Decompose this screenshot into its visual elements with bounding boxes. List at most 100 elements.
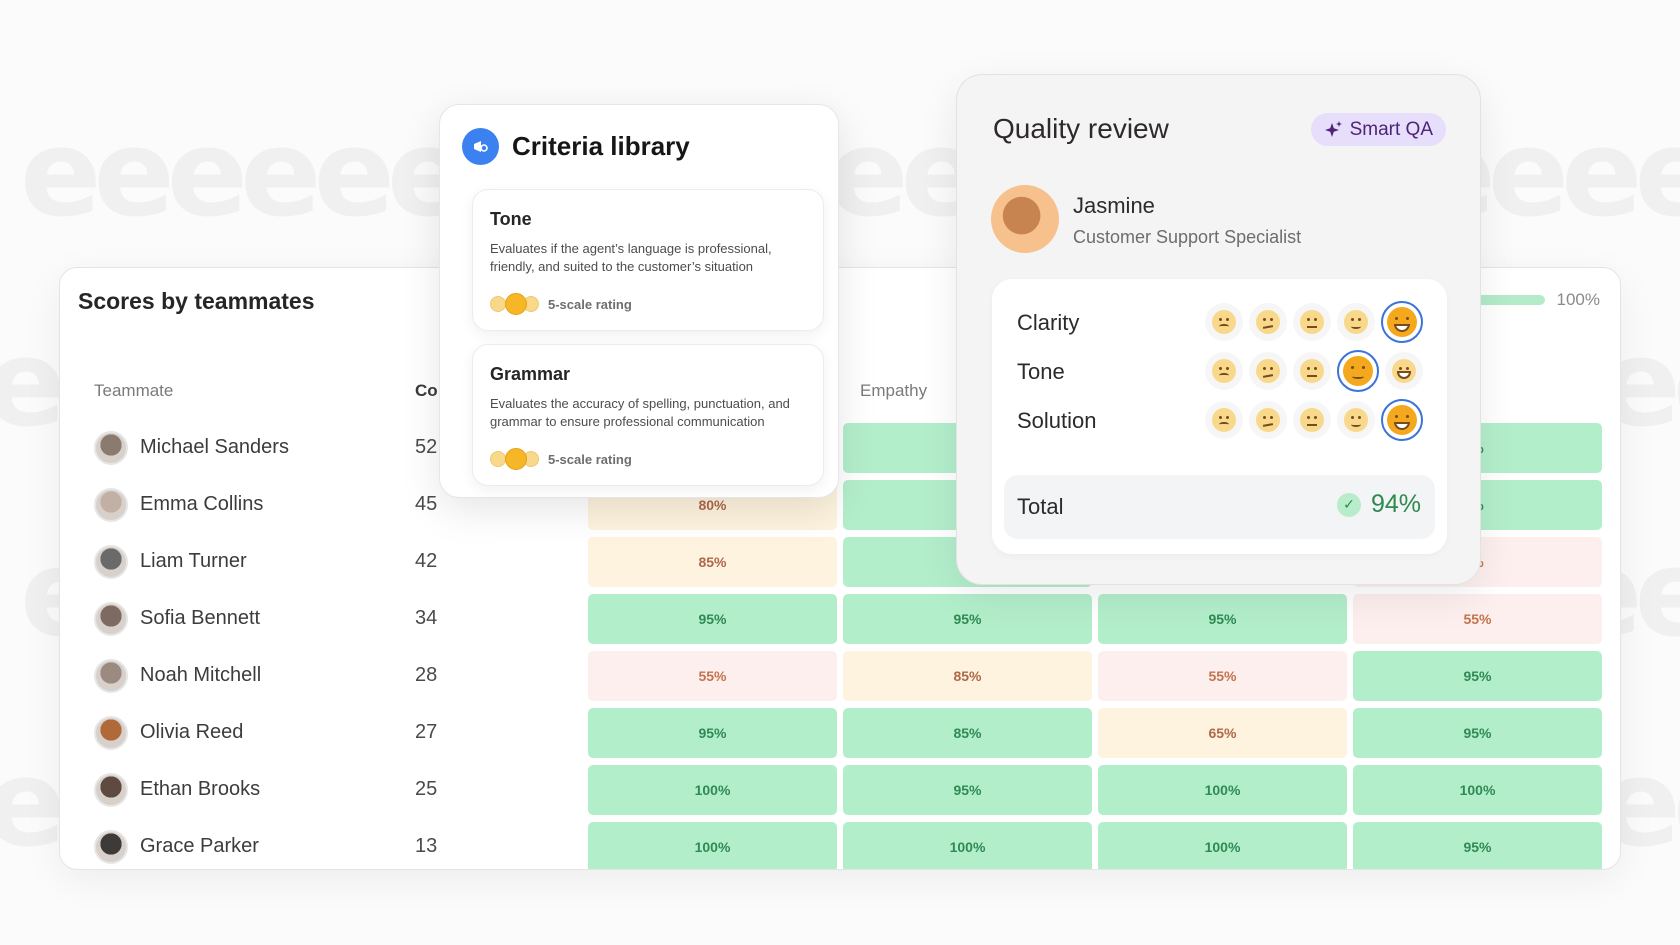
score-cell[interactable]: 95%: [1353, 822, 1602, 869]
emoji-rating-scale: [1205, 299, 1423, 343]
rating-panel: Clarity Tone Solution Total ✓ 94%: [992, 279, 1447, 554]
agent-avatar: [991, 185, 1059, 253]
neutral-face-icon[interactable]: [1293, 352, 1331, 390]
table-row[interactable]: Olivia Reed 27 95% 85% 65% 95%: [60, 708, 1620, 758]
score-cell[interactable]: 100%: [1098, 822, 1347, 869]
criteria-item-tone[interactable]: Tone Evaluates if the agent’s language i…: [472, 189, 824, 331]
score-cell[interactable]: 95%: [1353, 708, 1602, 758]
score-value: 55%: [1463, 611, 1492, 627]
rating-row: Solution: [992, 397, 1447, 443]
progress-bar: [1464, 295, 1545, 305]
smile-face-icon[interactable]: [1337, 350, 1379, 392]
sparkle-icon: [1324, 120, 1342, 137]
score-cell[interactable]: 100%: [588, 822, 837, 869]
teammate-count: 42: [415, 550, 438, 572]
megaphone-icon: [462, 128, 499, 165]
score-cell[interactable]: 65%: [1098, 708, 1347, 758]
rating-type-label: 5-scale rating: [548, 451, 632, 467]
column-header-empathy[interactable]: Empathy: [860, 381, 928, 400]
score-cell[interactable]: 100%: [1098, 765, 1347, 815]
score-value: 65%: [1208, 725, 1237, 741]
avatar: [94, 659, 128, 693]
teammate-count: 25: [415, 778, 438, 800]
criteria-library-card: Criteria library Tone Evaluates if the a…: [439, 104, 839, 498]
emoji-scale-icon: [490, 293, 540, 315]
sad-face-icon[interactable]: [1249, 303, 1287, 341]
score-cell[interactable]: 100%: [588, 765, 837, 815]
total-label: Total: [1017, 494, 1064, 519]
table-row[interactable]: Noah Mitchell 28 55% 85% 55% 95%: [60, 651, 1620, 701]
score-cell[interactable]: 95%: [588, 708, 837, 758]
teammate-name: Sofia Bennett: [140, 607, 261, 629]
score-cell[interactable]: 85%: [588, 537, 837, 587]
agent-role: Customer Support Specialist: [1073, 227, 1302, 247]
neutral-face-icon[interactable]: [1293, 303, 1331, 341]
criteria-item-title: Tone: [490, 209, 532, 229]
score-value: 100%: [1459, 782, 1496, 798]
sad-face-icon[interactable]: [1249, 352, 1287, 390]
avatar: [94, 716, 128, 750]
table-row[interactable]: Sofia Bennett 34 95% 95% 95% 55%: [60, 594, 1620, 644]
score-value: 100%: [1204, 839, 1241, 855]
table-row[interactable]: Ethan Brooks 25 100% 95% 100% 100%: [60, 765, 1620, 815]
score-value: 85%: [953, 725, 982, 741]
very-sad-face-icon[interactable]: [1205, 401, 1243, 439]
score-cell[interactable]: 100%: [843, 822, 1092, 869]
score-value: 95%: [953, 782, 982, 798]
quality-review-title: Quality review: [993, 113, 1169, 144]
overall-progress: 100%: [1464, 290, 1600, 310]
avatar: [94, 602, 128, 636]
teammate-name: Ethan Brooks: [140, 778, 261, 800]
grin-face-icon[interactable]: [1381, 399, 1423, 441]
smart-qa-badge[interactable]: Smart QA: [1310, 113, 1446, 146]
score-cell[interactable]: 95%: [843, 765, 1092, 815]
score-cell[interactable]: 95%: [843, 594, 1092, 644]
teammate-name: Liam Turner: [140, 550, 247, 572]
very-sad-face-icon[interactable]: [1205, 352, 1243, 390]
column-header-count[interactable]: Co: [415, 381, 438, 400]
criteria-item-grammar[interactable]: Grammar Evaluates the accuracy of spelli…: [472, 344, 824, 486]
score-cell[interactable]: 95%: [588, 594, 837, 644]
criteria-library-title: Criteria library: [512, 131, 690, 161]
grin-face-icon[interactable]: [1385, 352, 1423, 390]
very-sad-face-icon[interactable]: [1205, 303, 1243, 341]
rating-row: Tone: [992, 348, 1447, 394]
column-header-teammate[interactable]: Teammate: [94, 381, 174, 400]
emoji-rating-scale: [1205, 348, 1423, 392]
rating-label: Solution: [1017, 408, 1097, 433]
sad-face-icon[interactable]: [1249, 401, 1287, 439]
total-score-row: Total ✓ 94%: [1004, 475, 1435, 539]
score-cell[interactable]: 95%: [1098, 594, 1347, 644]
table-row[interactable]: Grace Parker 13 100% 100% 100% 95%: [60, 822, 1620, 869]
neutral-face-icon[interactable]: [1293, 401, 1331, 439]
score-cell[interactable]: 100%: [1353, 765, 1602, 815]
teammate-name: Grace Parker: [140, 835, 259, 857]
total-value: 94%: [1370, 490, 1421, 518]
smart-qa-label: Smart QA: [1349, 118, 1433, 140]
teammate-count: 52: [415, 436, 438, 458]
score-value: 95%: [1463, 725, 1492, 741]
teammate-count: 45: [415, 493, 438, 515]
score-cell[interactable]: 55%: [588, 651, 837, 701]
score-value: 100%: [949, 839, 986, 855]
progress-label: 100%: [1556, 290, 1600, 309]
score-cell[interactable]: 55%: [1098, 651, 1347, 701]
smile-face-icon[interactable]: [1337, 401, 1375, 439]
criteria-rating: 5-scale rating: [490, 293, 632, 315]
score-value: 100%: [694, 782, 731, 798]
rating-label: Tone: [1017, 359, 1065, 384]
score-value: 100%: [694, 839, 731, 855]
score-value: 100%: [1204, 782, 1241, 798]
score-value: 95%: [953, 611, 982, 627]
score-cell[interactable]: 85%: [843, 651, 1092, 701]
score-value: 55%: [698, 668, 727, 684]
score-cell[interactable]: 85%: [843, 708, 1092, 758]
score-value: 55%: [1208, 668, 1237, 684]
score-cell[interactable]: 95%: [1353, 651, 1602, 701]
criteria-rating: 5-scale rating: [490, 448, 632, 470]
score-cell[interactable]: 55%: [1353, 594, 1602, 644]
grin-face-icon[interactable]: [1381, 301, 1423, 343]
emoji-rating-scale: [1205, 397, 1423, 441]
teammate-count: 28: [415, 664, 438, 686]
smile-face-icon[interactable]: [1337, 303, 1375, 341]
